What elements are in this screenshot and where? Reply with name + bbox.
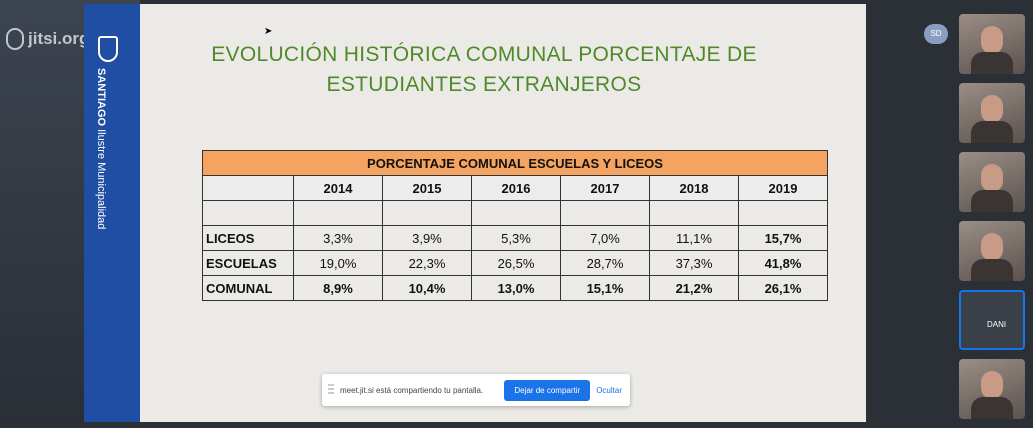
stop-sharing-button[interactable]: Dejar de compartir xyxy=(504,379,591,401)
table-cell: 5,3% xyxy=(471,225,561,251)
screen-share-notification: meet.jit.si está compartiendo tu pantall… xyxy=(322,374,630,406)
table-header: PORCENTAJE COMUNAL ESCUELAS Y LICEOS xyxy=(202,150,828,176)
table-cell: 11,1% xyxy=(649,225,739,251)
participant-thumbnail[interactable] xyxy=(959,83,1025,143)
table-cell: 26,5% xyxy=(471,250,561,276)
mouse-cursor-icon: ➤ xyxy=(264,26,273,37)
year-header-empty xyxy=(202,175,294,201)
table-cell: 3,9% xyxy=(382,225,472,251)
table-cell: 8,9% xyxy=(293,275,383,301)
years-row: 2014 2015 2016 2017 2018 2019 xyxy=(202,175,828,201)
year-cell: 2016 xyxy=(471,175,561,201)
participant-name: DANI xyxy=(987,320,1007,329)
table-row: ESCUELAS 19,0% 22,3% 26,5% 28,7% 37,3% 4… xyxy=(202,250,828,276)
table-cell: 15,7% xyxy=(738,225,828,251)
table-cell: 41,8% xyxy=(738,250,828,276)
participant-thumbnail-active[interactable]: DANI xyxy=(959,290,1025,350)
year-cell: 2017 xyxy=(560,175,650,201)
brand-text: SANTIAGO Ilustre Municipalidad xyxy=(94,68,107,229)
year-cell: 2018 xyxy=(649,175,739,201)
jitsi-logo-text: jitsi.org xyxy=(28,29,90,48)
row-label: COMUNAL xyxy=(202,275,294,301)
participant-thumbnail[interactable] xyxy=(959,152,1025,212)
spacer-row xyxy=(202,200,828,226)
shared-screen-slide: SANTIAGO Ilustre Municipalidad EVOLUCIÓN… xyxy=(84,4,866,422)
table-cell: 26,1% xyxy=(738,275,828,301)
row-label: ESCUELAS xyxy=(202,250,294,276)
table-cell: 28,7% xyxy=(560,250,650,276)
slide-title-line2: ESTUDIANTES EXTRANJEROS xyxy=(326,73,642,96)
municipality-brand-bar: SANTIAGO Ilustre Municipalidad xyxy=(84,4,140,422)
table-cell: 15,1% xyxy=(560,275,650,301)
year-cell: 2015 xyxy=(382,175,472,201)
table-cell: 22,3% xyxy=(382,250,472,276)
brand-org: Ilustre Municipalidad xyxy=(95,129,107,230)
slide-title-line1: EVOLUCIÓN HISTÓRICA COMUNAL PORCENTAJE D… xyxy=(211,43,757,66)
crest-icon xyxy=(98,36,118,62)
participant-thumbnail[interactable] xyxy=(959,14,1025,74)
share-status-text: meet.jit.si está compartiendo tu pantall… xyxy=(340,385,484,395)
table-cell: 10,4% xyxy=(382,275,472,301)
table-row: LICEOS 3,3% 3,9% 5,3% 7,0% 11,1% 15,7% xyxy=(202,225,828,251)
year-cell: 2019 xyxy=(738,175,828,201)
slide-title: EVOLUCIÓN HISTÓRICA COMUNAL PORCENTAJE D… xyxy=(204,40,764,100)
percentage-table: PORCENTAJE COMUNAL ESCUELAS Y LICEOS 201… xyxy=(202,150,828,301)
table-cell: 37,3% xyxy=(649,250,739,276)
year-cell: 2014 xyxy=(293,175,383,201)
drag-handle-icon[interactable] xyxy=(328,384,334,396)
table-cell: 13,0% xyxy=(471,275,561,301)
hide-button[interactable]: Ocultar xyxy=(596,385,622,395)
participant-thumbnail[interactable] xyxy=(959,359,1025,419)
row-label: LICEOS xyxy=(202,225,294,251)
participant-thumbnail[interactable] xyxy=(959,221,1025,281)
participant-filmstrip: DANI xyxy=(959,14,1025,428)
table-cell: 21,2% xyxy=(649,275,739,301)
local-avatar-badge[interactable]: SD xyxy=(924,24,948,44)
jitsi-logo-icon xyxy=(6,28,24,50)
table-cell: 19,0% xyxy=(293,250,383,276)
jitsi-logo: jitsi.org xyxy=(6,28,89,50)
table-cell: 7,0% xyxy=(560,225,650,251)
table-cell: 3,3% xyxy=(293,225,383,251)
brand-city: SANTIAGO xyxy=(95,68,107,127)
table-row: COMUNAL 8,9% 10,4% 13,0% 15,1% 21,2% 26,… xyxy=(202,275,828,301)
